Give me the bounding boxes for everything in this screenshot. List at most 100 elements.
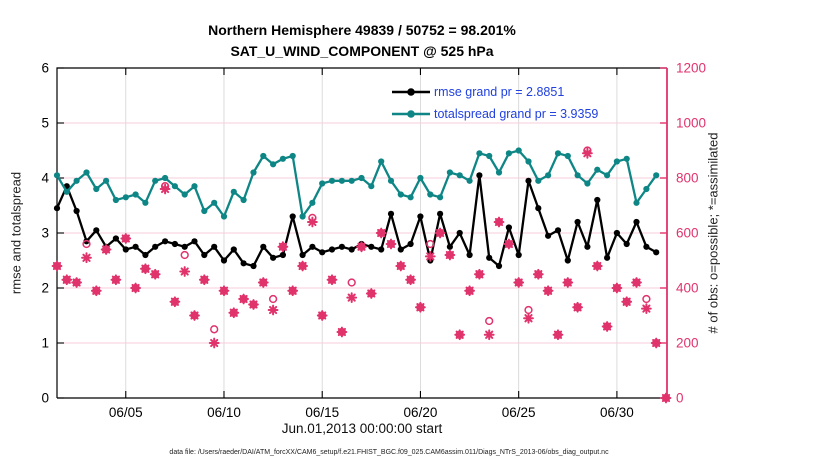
right-y-tick-label: 800 [676, 171, 699, 186]
assimilated-obs-point [464, 285, 475, 297]
totalspread-point [486, 152, 493, 160]
assimilated-obs-point [513, 277, 525, 288]
totalspread-point [270, 161, 277, 168]
totalspread-point [505, 150, 512, 157]
assimilated-obs-point [582, 147, 593, 159]
totalspread-point [279, 155, 286, 162]
x-tick-label: 06/20 [404, 405, 438, 420]
assimilated-obs-point [591, 260, 603, 272]
assimilated-obs-point [493, 216, 505, 228]
totalspread-point [63, 188, 70, 195]
rmse-point [230, 246, 237, 253]
assimilated-obs-point [572, 301, 583, 313]
rmse-point [112, 235, 119, 242]
assimilated-obs-point [169, 296, 181, 308]
rmse-point [309, 243, 316, 250]
rmse-point [152, 243, 159, 250]
rmse-point [250, 262, 257, 270]
totalspread-point [623, 155, 630, 162]
assimilated-obs-point [523, 312, 534, 324]
assimilated-obs-point [641, 303, 652, 314]
totalspread-point [103, 177, 110, 184]
rmse-point [584, 243, 591, 250]
assimilated-obs-point [71, 277, 82, 288]
right-y-tick-label: 0 [676, 391, 684, 406]
totalspread-point [554, 150, 562, 157]
totalspread-point [633, 199, 640, 206]
totalspread-point [338, 177, 345, 184]
left-y-tick-label: 1 [41, 336, 49, 351]
rmse-point [53, 205, 61, 212]
assimilated-obs-point [660, 392, 672, 404]
totalspread-point [446, 169, 453, 176]
left-y-tick-label: 5 [41, 116, 49, 131]
totalspread-point [358, 174, 365, 182]
assimilated-obs-point [474, 268, 485, 280]
assimilated-obs-point [405, 274, 416, 286]
obs-count-markers [51, 146, 672, 404]
assimilated-obs-point [218, 285, 230, 297]
totalspread-point [211, 199, 218, 206]
totalspread-point [309, 199, 316, 206]
totalspread-series [53, 147, 660, 220]
totalspread-point [584, 180, 591, 187]
horizontal-grid-lines [57, 122, 667, 344]
totalspread-point [368, 183, 375, 190]
rmse-point [387, 210, 395, 217]
possible-obs-point [180, 250, 189, 260]
rmse-legend-label: rmse grand pr = 2.8851 [434, 85, 565, 99]
assimilated-obs-point [326, 274, 338, 286]
rmse-point [348, 246, 355, 253]
rmse-point [515, 251, 522, 259]
legend-entry-totalspread: totalspread grand pr = 3.9359 [392, 103, 598, 125]
assimilated-obs-point [601, 321, 613, 332]
totalspread-point [437, 194, 444, 201]
left-y-tick-label: 2 [41, 281, 49, 296]
right-y-tick-label: 1000 [676, 116, 706, 131]
rmse-point [73, 207, 80, 215]
rmse-point [328, 246, 336, 253]
totalspread-point [319, 180, 326, 187]
assimilated-obs-point [120, 233, 132, 244]
totalspread-point [201, 207, 208, 215]
x-tick-label: 06/05 [109, 405, 143, 420]
totalspread-point [476, 150, 483, 157]
assimilated-obs-point [130, 282, 141, 294]
assimilated-obs-point [375, 227, 387, 239]
assimilated-obs-point [611, 282, 623, 294]
rmse-point [613, 229, 621, 237]
right-y-tick-label: 1200 [676, 61, 706, 76]
assimilated-obs-point [228, 307, 240, 319]
assimilated-obs-point [454, 329, 466, 341]
rmse-point [574, 218, 581, 226]
totalspread-point [456, 172, 463, 179]
rmse-point [368, 243, 375, 250]
totalspread-point [83, 169, 90, 176]
right-axis-label: # of obs: o=possible; *=assimilated [705, 132, 721, 334]
possible-obs-point [210, 325, 219, 334]
totalspread-point [93, 185, 100, 193]
rmse-point [142, 251, 149, 259]
rmse-point [456, 229, 463, 237]
assimilated-obs-point [346, 292, 358, 303]
assimilated-obs-point [257, 277, 269, 288]
rmse-series [53, 172, 660, 270]
rmse-point [171, 240, 178, 248]
assimilated-obs-point [267, 304, 279, 316]
x-tick-label: 06/30 [600, 405, 634, 420]
rmse-point [397, 246, 404, 253]
totalspread-point [181, 191, 188, 198]
rmse-point [378, 246, 385, 253]
rmse-point [633, 218, 640, 226]
rmse-point [407, 240, 414, 248]
assimilated-obs-point [483, 329, 495, 341]
totalspread-point [250, 169, 257, 176]
rmse-point [319, 249, 326, 256]
totalspread-point [427, 191, 434, 198]
right-y-tick-label: 400 [676, 281, 699, 296]
rmse-legend-marker [392, 88, 430, 96]
totalspread-point [378, 158, 385, 165]
assimilated-obs-point [336, 326, 348, 338]
possible-obs-point [485, 316, 494, 326]
